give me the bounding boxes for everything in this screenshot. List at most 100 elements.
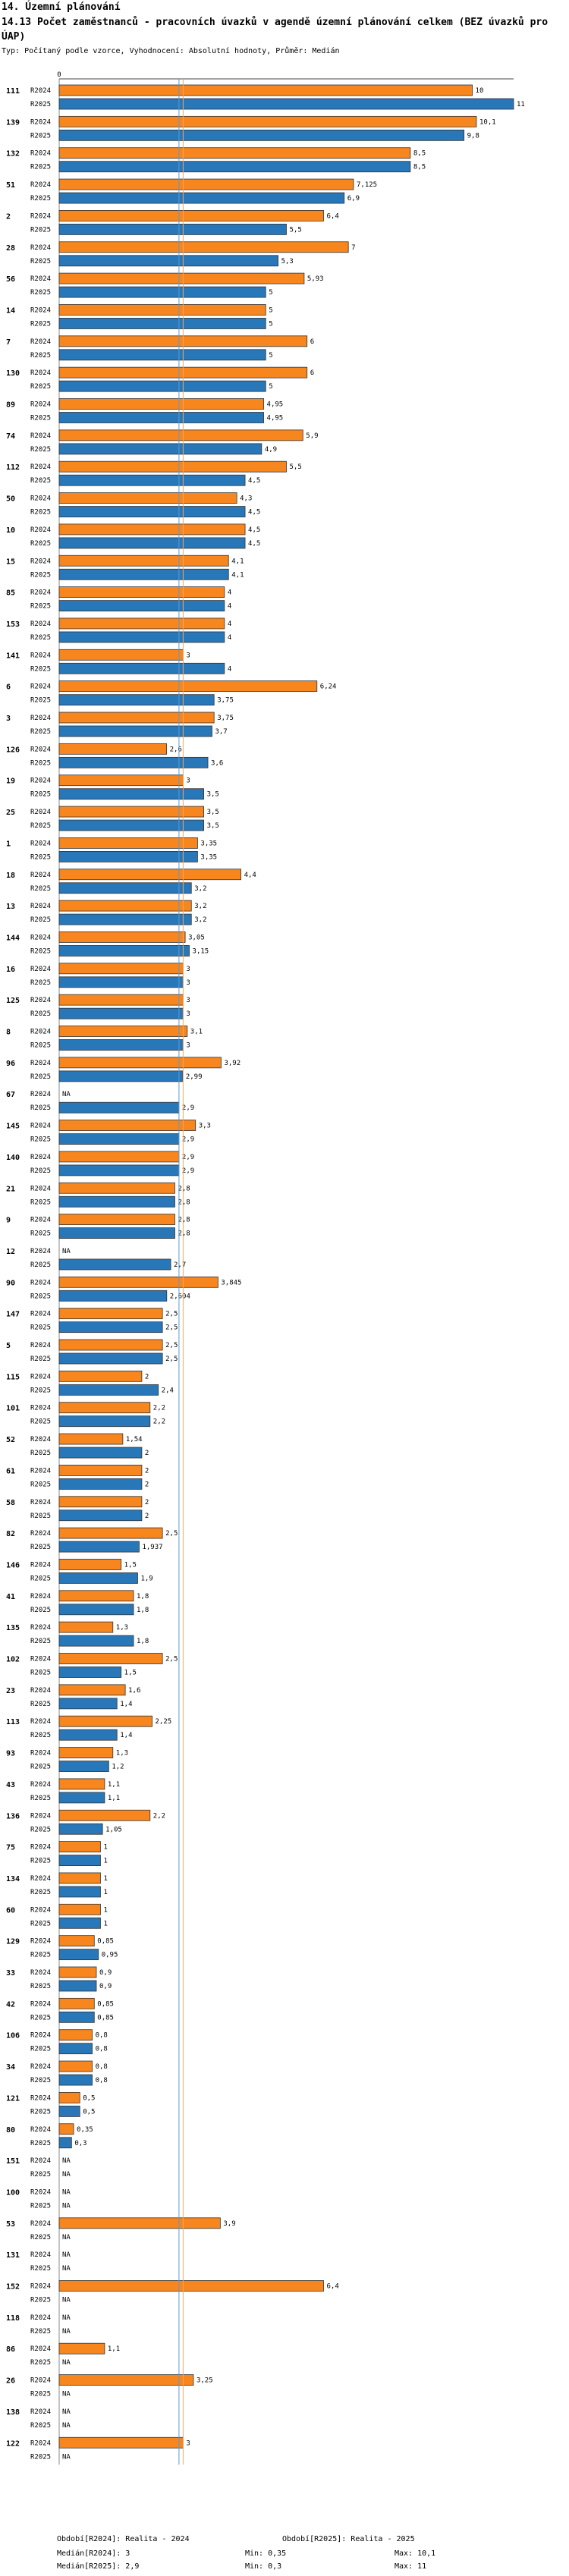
bar-r2025 (58, 255, 279, 267)
bar-r2024 (58, 743, 167, 755)
bar-r2024 (58, 1841, 101, 1853)
series-label-r2025: R2025 (30, 1764, 51, 1771)
series-label-r2025: R2025 (30, 1481, 51, 1488)
series-label-r2025: R2025 (30, 1607, 51, 1614)
value-label-r2025: 2,8 (178, 1198, 190, 1206)
value-label-r2025: 4,5 (248, 509, 260, 517)
max-r2025: Max: 11 (395, 2562, 427, 2571)
series-label-r2024: R2024 (30, 1248, 51, 1255)
value-label-r2025: 2,8 (178, 1230, 190, 1238)
value-label-r2024: 1 (103, 1844, 107, 1852)
value-label-r2024: 0,35 (77, 2126, 93, 2134)
row-id-label: 8 (6, 1029, 11, 1037)
value-label-r2024: 0,8 (96, 2032, 108, 2040)
value-label-r2025: 0,85 (97, 2014, 114, 2022)
value-label-r2024: 8,5 (413, 150, 426, 158)
bar-r2024 (58, 1433, 124, 1445)
row-id-label: 82 (6, 1530, 15, 1538)
bar-r2024 (58, 460, 287, 473)
value-label-r2024: 3,05 (188, 934, 205, 941)
series-label-r2024: R2024 (30, 620, 51, 628)
value-label-r2024: 5,5 (290, 463, 302, 471)
bar-r2025 (58, 380, 266, 392)
series-label-r2025: R2025 (30, 697, 51, 705)
median-r2024: Medián[R2024]: 3 (57, 2549, 130, 2558)
bar-r2024 (58, 1559, 122, 1570)
series-label-r2024: R2024 (30, 118, 51, 126)
series-label-r2025: R2025 (30, 1418, 51, 1426)
bar-r2025 (58, 2074, 93, 2086)
value-label-r2025: 3,5 (207, 791, 219, 799)
row-id-label: 50 (6, 495, 15, 504)
series-label-r2025: R2025 (30, 885, 51, 893)
value-label-r2024: 3,5 (207, 809, 219, 816)
bar-r2024 (58, 1966, 97, 1978)
series-label-r2024: R2024 (30, 1279, 51, 1286)
bar-r2024 (58, 1151, 180, 1163)
min-r2025: Min: 0,3 (245, 2562, 282, 2571)
value-label-r2025: 2,9 (182, 1104, 194, 1112)
bar-r2025 (58, 443, 262, 455)
series-label-r2025: R2025 (30, 2297, 51, 2304)
bar-r2025 (58, 1886, 101, 1898)
value-label-r2025: 3 (186, 1042, 190, 1050)
value-label-r2025: NA (62, 2265, 71, 2273)
bar-r2025 (58, 286, 266, 298)
bar-r2024 (58, 1276, 218, 1288)
bar-r2024 (58, 554, 229, 567)
series-label-r2024: R2024 (30, 903, 51, 910)
series-label-r2024: R2024 (30, 652, 51, 659)
bar-r2025 (58, 1070, 184, 1082)
series-label-r2024: R2024 (30, 2157, 51, 2165)
value-label-r2024: 4,95 (267, 401, 284, 409)
row-id-label: 101 (6, 1405, 20, 1413)
bar-r2025 (58, 506, 246, 517)
series-label-r2025: R2025 (30, 1952, 51, 1959)
series-label-r2025: R2025 (30, 1042, 51, 1050)
bar-r2024 (58, 241, 349, 253)
series-label-r2024: R2024 (30, 401, 51, 409)
value-label-r2024: 2,6 (170, 746, 182, 753)
series-label-r2025: R2025 (30, 352, 51, 360)
value-label-r2024: 10 (476, 87, 484, 95)
bar-r2024 (58, 649, 184, 661)
row-id-label: 15 (6, 558, 15, 566)
value-label-r2025: 2,5 (165, 1324, 178, 1332)
value-label-r2024: 0,9 (99, 1969, 112, 1977)
value-label-r2024: 4,4 (244, 872, 256, 879)
series-label-r2025: R2025 (30, 1701, 51, 1708)
row-id-label: 118 (6, 2314, 20, 2323)
bar-r2025 (58, 1415, 151, 1428)
row-id-label: 80 (6, 2126, 15, 2135)
bar-r2024 (58, 1809, 151, 1821)
bar-r2025 (58, 600, 225, 611)
series-label-r2024: R2024 (30, 683, 51, 691)
row-id-label: 75 (6, 1844, 15, 1852)
series-label-r2024: R2024 (30, 432, 51, 440)
row-id-label: 6 (6, 683, 11, 692)
bar-r2025 (58, 788, 204, 800)
series-label-r2025: R2025 (30, 1732, 51, 1739)
row-id-label: 140 (6, 1154, 20, 1162)
value-label-r2025: 3 (186, 979, 190, 987)
row-id-label: 141 (6, 652, 20, 660)
row-id-label: 93 (6, 1750, 15, 1758)
value-label-r2024: 4,1 (231, 558, 244, 565)
bar-r2024 (58, 1715, 152, 1727)
row-id-label: 152 (6, 2283, 20, 2292)
value-label-r2025: 5 (269, 352, 272, 360)
row-id-label: 9 (6, 1217, 11, 1225)
series-label-r2025: R2025 (30, 383, 51, 391)
bar-r2024 (58, 115, 477, 127)
row-id-label: 147 (6, 1311, 20, 1319)
bar-r2024 (58, 2436, 184, 2449)
value-label-r2024: 6,24 (320, 683, 337, 691)
value-label-r2025: 1,1 (108, 1795, 120, 1802)
series-label-r2025: R2025 (30, 2359, 51, 2367)
series-label-r2024: R2024 (30, 1405, 51, 1412)
bar-r2025 (58, 1321, 163, 1334)
series-label-r2025: R2025 (30, 164, 51, 171)
bar-r2024 (58, 1339, 163, 1351)
bar-r2024 (58, 774, 184, 787)
chart-title: 14.13 Počet zaměstnanců - pracovních úva… (2, 17, 549, 42)
